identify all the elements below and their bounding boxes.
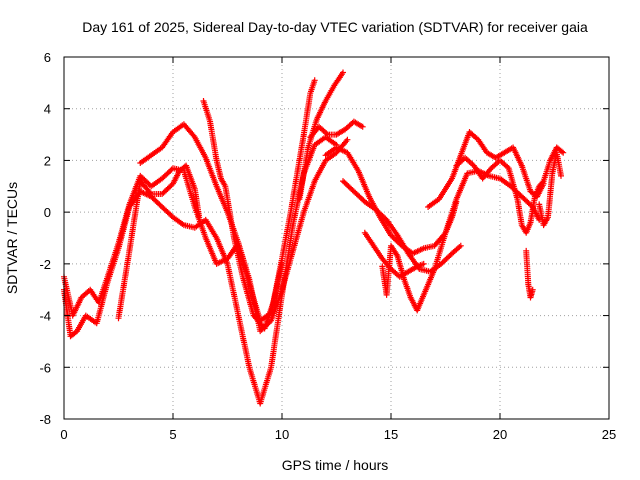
data-point-markers bbox=[453, 144, 567, 236]
x-tick-label: 10 bbox=[275, 427, 289, 442]
data-point-markers bbox=[425, 129, 547, 210]
x-tick-label: 25 bbox=[602, 427, 616, 442]
series-sat-e bbox=[200, 77, 318, 332]
series-sat-d bbox=[137, 121, 285, 324]
series-sat-c bbox=[115, 162, 203, 322]
series-sat-g bbox=[307, 118, 366, 141]
series-sat-n bbox=[523, 247, 536, 301]
y-tick-label: -2 bbox=[39, 257, 51, 272]
series-sat-m bbox=[453, 144, 567, 236]
data-point-markers bbox=[523, 247, 536, 301]
x-tick-label: 15 bbox=[384, 427, 398, 442]
y-tick-label: -8 bbox=[39, 412, 51, 427]
grid-lines bbox=[64, 57, 609, 419]
y-axis-label: SDTVAR / TECUs bbox=[4, 182, 20, 294]
x-tick-label: 0 bbox=[60, 427, 67, 442]
x-axis-label: GPS time / hours bbox=[282, 457, 389, 473]
y-tick-label: -4 bbox=[39, 309, 51, 324]
ticks-layer: 0 5 10 15 20 25 -8 -6 -4 -2 0 2 4 6 bbox=[39, 50, 616, 442]
data-point-markers bbox=[137, 121, 285, 324]
x-tick-label: 5 bbox=[169, 427, 176, 442]
plot-frame bbox=[63, 56, 610, 420]
data-point-markers bbox=[307, 118, 366, 141]
data-point-markers bbox=[200, 77, 318, 332]
data-point-markers bbox=[115, 162, 203, 322]
y-tick-label: 6 bbox=[44, 50, 51, 65]
data-point-markers bbox=[536, 149, 564, 229]
series-layer bbox=[61, 69, 567, 407]
series-sat-l bbox=[425, 129, 547, 210]
chart-title: Day 161 of 2025, Sidereal Day-to-day VTE… bbox=[82, 19, 588, 35]
x-tick-label: 20 bbox=[493, 427, 507, 442]
series-sat-o bbox=[536, 149, 564, 229]
y-tick-label: 0 bbox=[44, 205, 51, 220]
y-tick-label: 2 bbox=[44, 153, 51, 168]
y-tick-label: 4 bbox=[44, 102, 51, 117]
y-tick-label: -6 bbox=[39, 360, 51, 375]
